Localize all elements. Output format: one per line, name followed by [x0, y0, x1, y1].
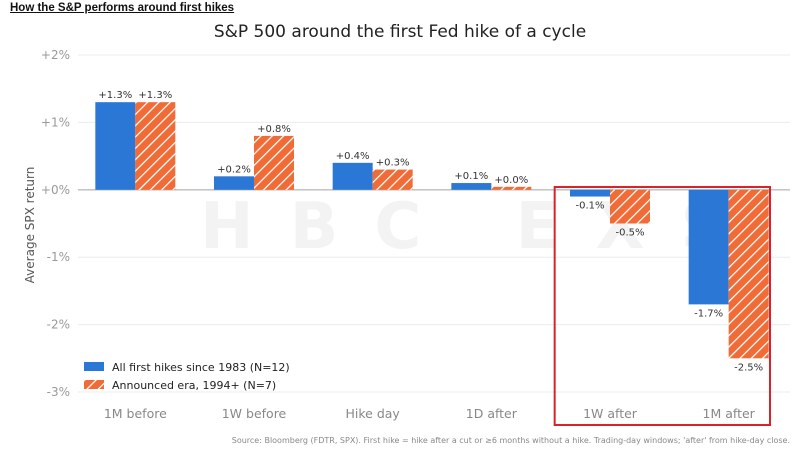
x-category-label: 1W before	[222, 406, 287, 421]
data-labels: +1.3% +1.3% +0.2% +0.8% +0.4% +0.3% +0.1% +0.0%…	[98, 90, 763, 373]
data-label: +0.2%	[217, 164, 251, 175]
bar-series-2-hike-day	[372, 169, 413, 190]
x-category-label: 1W after	[583, 406, 638, 421]
bar-series-2-1m-before	[135, 102, 176, 190]
bar-series-2-1w-before	[254, 135, 294, 190]
header-label: How the S&P performs around first hikes	[10, 2, 235, 14]
data-label: +1.3%	[98, 90, 132, 101]
bar-series-1-1w-after	[570, 189, 610, 197]
bar-series-2-1w-after	[610, 189, 650, 224]
y-tick-label: +2%	[41, 48, 70, 62]
x-category-labels: 1M before 1W before Hike day 1D after 1W aft…	[104, 406, 756, 421]
legend-swatch-series-2	[84, 380, 104, 389]
source-note: Source: Bloomberg (FDTR, SPX). First hik…	[231, 436, 790, 445]
data-label: +0.4%	[336, 151, 370, 162]
x-category-label: Hike day	[346, 406, 401, 421]
highlight-box	[553, 186, 772, 426]
bars	[95, 102, 769, 359]
x-category-label: 1M before	[104, 406, 167, 421]
bar-series-2-1d-after	[491, 186, 532, 190]
data-label: +1.3%	[138, 90, 172, 101]
data-label: +0.1%	[454, 171, 488, 182]
bar-series-1-1d-after	[451, 183, 492, 190]
data-label: -0.1%	[575, 201, 604, 212]
legend-swatch-series-1	[84, 362, 104, 371]
y-tick-labels: +2% +1% +0% -1% -2% -3%	[41, 48, 70, 399]
data-label: +0.8%	[257, 124, 291, 135]
y-axis-label: Average SPX return	[23, 167, 37, 284]
y-tick-label: -3%	[47, 385, 70, 399]
bar-series-1-hike-day	[332, 162, 373, 190]
bar-series-2-1m-after	[728, 189, 769, 359]
y-tick-label: -2%	[47, 318, 70, 332]
legend-label-series-1: All first hikes since 1983 (N=12)	[112, 361, 290, 374]
legend: All first hikes since 1983 (N=12) Announ…	[84, 361, 290, 392]
data-label: +0.3%	[376, 158, 410, 169]
data-label: -0.5%	[615, 228, 644, 239]
data-label: -2.5%	[734, 362, 763, 373]
bar-series-1-1m-before	[95, 102, 136, 190]
legend-label-series-2: Announced era, 1994+ (N=7)	[112, 379, 276, 392]
x-category-label: 1D after	[466, 406, 518, 421]
chart-title: S&P 500 around the first Fed hike of a c…	[213, 22, 587, 42]
y-tick-label: +0%	[41, 183, 70, 197]
gridlines	[78, 54, 790, 393]
data-label: +0.0%	[494, 175, 528, 186]
x-category-label: 1M after	[703, 406, 756, 421]
y-tick-label: -1%	[47, 250, 70, 264]
bar-series-1-1w-before	[214, 176, 254, 190]
bar-series-1-1m-after	[688, 189, 729, 305]
y-tick-label: +1%	[41, 115, 70, 129]
data-label: -1.7%	[694, 308, 723, 319]
